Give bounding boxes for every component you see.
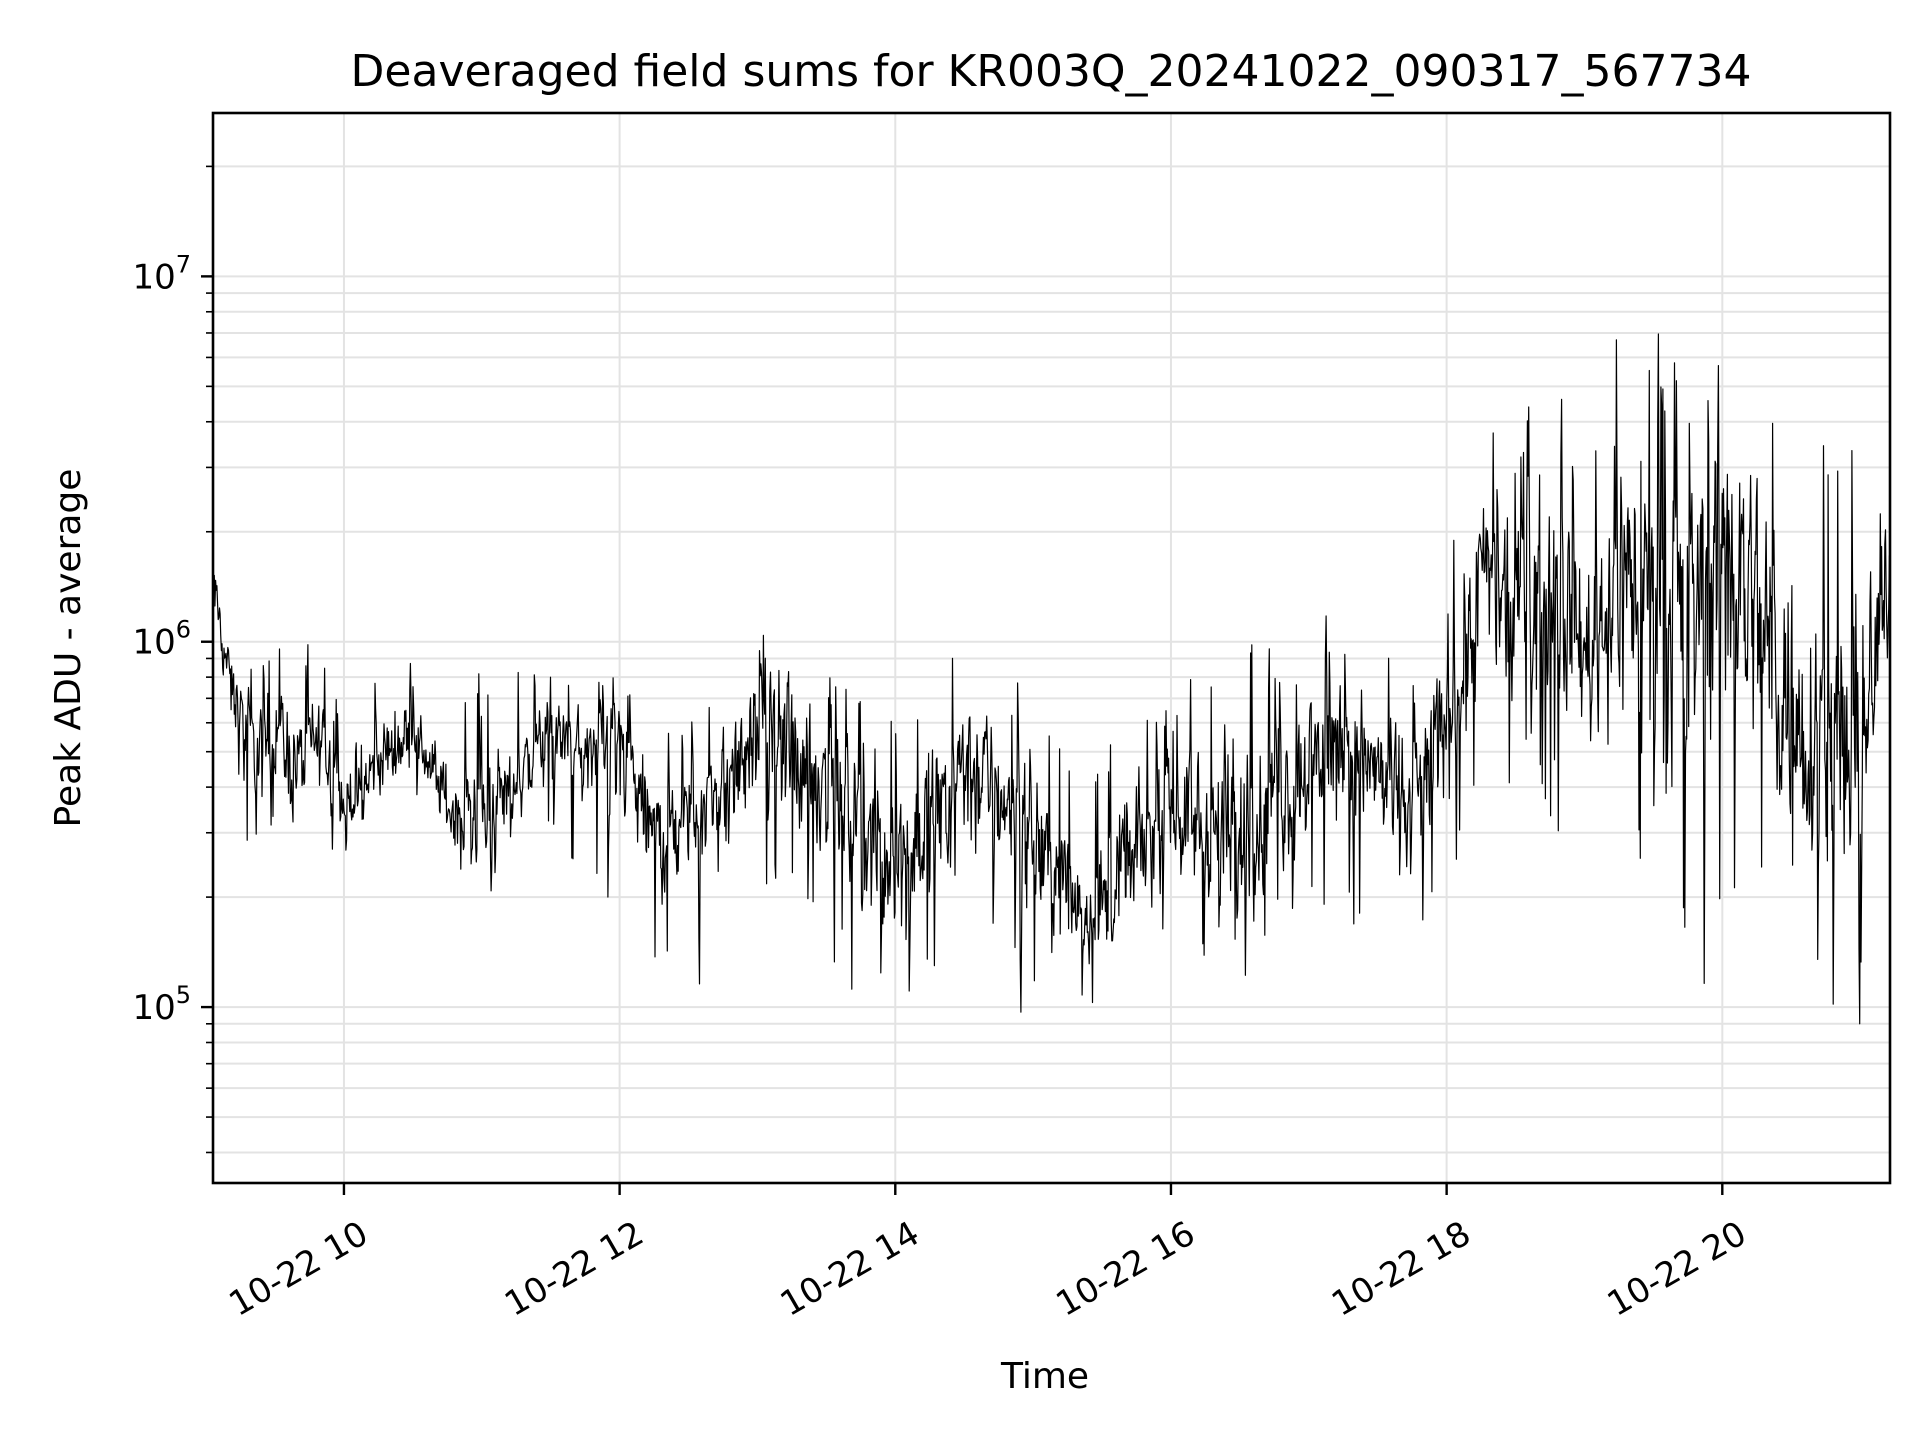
axis-ticks: 10-22 10 10-22 12 10-22 14 10-22 16 10-22 18… bbox=[132, 165, 1753, 1325]
y-tick-exponent: 6 bbox=[176, 616, 191, 644]
y-axis-label: Peak ADU - average bbox=[48, 469, 89, 828]
x-tick-label: 10-22 16 bbox=[1049, 1214, 1201, 1325]
x-tick-label: 10-22 10 bbox=[222, 1214, 374, 1325]
y-tick-base: 10 bbox=[132, 988, 175, 1028]
y-tick-base: 10 bbox=[132, 623, 175, 663]
series-layer bbox=[212, 333, 1891, 1025]
y-tick-base: 10 bbox=[132, 257, 175, 297]
x-axis-label: Time bbox=[1000, 1356, 1089, 1397]
grid-lines bbox=[213, 113, 1890, 1183]
x-tick-label: 10-22 20 bbox=[1601, 1214, 1753, 1325]
y-tick-exponent: 5 bbox=[176, 981, 191, 1009]
x-tick-label: 10-22 12 bbox=[498, 1214, 650, 1325]
y-tick-exponent: 7 bbox=[176, 250, 191, 278]
chart-title: Deaveraged field sums for KR003Q_2024102… bbox=[351, 46, 1752, 97]
y-tick-label: 105 bbox=[132, 981, 191, 1028]
y-tick-label: 107 bbox=[132, 250, 191, 297]
y-tick-label: 106 bbox=[132, 616, 191, 663]
series-line bbox=[212, 333, 1891, 1025]
x-tick-label: 10-22 14 bbox=[774, 1214, 926, 1325]
plot-frame bbox=[211, 111, 1892, 1185]
x-tick-label: 10-22 18 bbox=[1325, 1214, 1477, 1325]
